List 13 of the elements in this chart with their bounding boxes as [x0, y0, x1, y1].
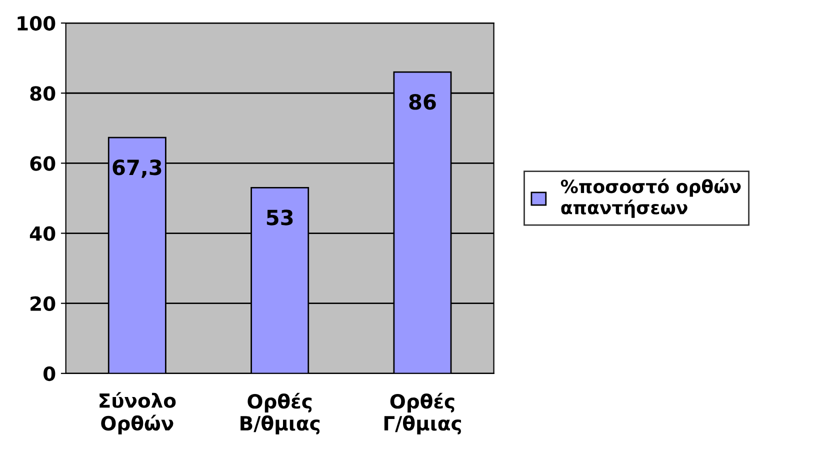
x-tick-label: Ορθές Γ/θμιας [384, 392, 461, 434]
x-tick-label: Ορθές Β/θμιας [240, 392, 320, 434]
y-tick-label: 40 [30, 226, 56, 241]
y-tick-label: 80 [30, 86, 56, 101]
data-label: 53 [266, 210, 293, 226]
data-label: 67,3 [112, 159, 162, 178]
y-tick-label: 20 [30, 296, 56, 311]
legend-label: %ποσοστό ορθών απαντήσεων [560, 178, 741, 218]
data-label: 86 [409, 94, 436, 110]
y-tick-label: 60 [30, 156, 56, 171]
x-tick-label: Σύνολο Ορθών [100, 392, 176, 434]
y-tick-label: 0 [44, 366, 56, 382]
y-tick-label: 100 [18, 16, 56, 31]
